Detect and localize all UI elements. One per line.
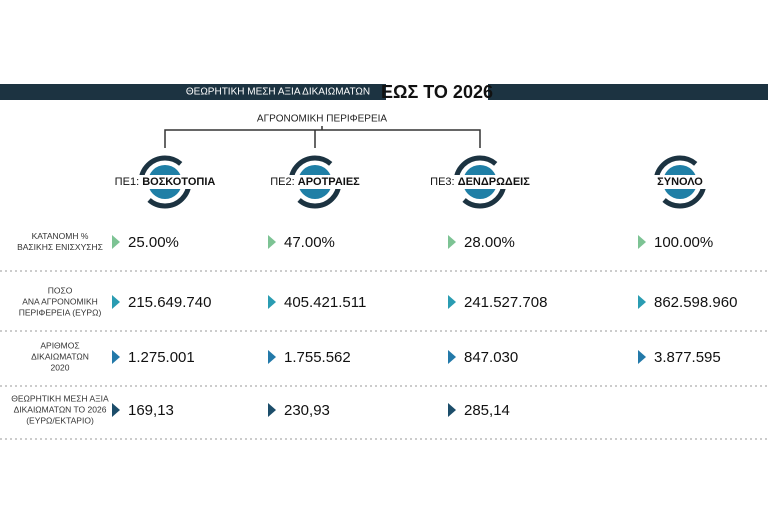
row-label: ΠΕΡΙΦΕΡΕΙΑ (ΕΥΡΩ) [19, 307, 102, 317]
column-name: ΔΕΝΔΡΩΔΕΙΣ [458, 176, 531, 188]
header-highlight: ΕΩΣ ΤΟ 2026 [381, 82, 493, 102]
group-label: ΑΓΡΟΝΟΜΙΚΗ ΠΕΡΙΦΕΡΕΙΑ [257, 114, 388, 125]
bullet-triangle [448, 235, 456, 249]
cell-value: 3.877.595 [654, 349, 721, 366]
cell-value: 847.030 [464, 349, 518, 366]
column-label: ΠΕ2: ΑΡΟΤΡΑΙΕΣ [270, 176, 360, 188]
bullet-triangle [638, 350, 646, 364]
cell-value: 25.00% [128, 234, 179, 251]
column-label: ΠΕ3: ΔΕΝΔΡΩΔΕΙΣ [430, 176, 530, 188]
row-label: ΔΙΚΑΙΩΜΑΤΩΝ [31, 351, 89, 361]
column-prefix: ΠΕ1: [115, 176, 139, 188]
row-label: ΑΝΑ ΑΓΡΟΝΟΜΙΚΗ [22, 296, 98, 306]
bullet-triangle [112, 235, 120, 249]
bullet-triangle [268, 235, 276, 249]
bullet-triangle [448, 403, 456, 417]
column-label: ΠΕ1: ΒΟΣΚΟΤΟΠΙΑ [115, 176, 216, 188]
bullet-triangle [638, 295, 646, 309]
header-bar [0, 84, 386, 100]
bullet-triangle [112, 295, 120, 309]
column-name: ΑΡΟΤΡΑΙΕΣ [298, 176, 360, 188]
cell-value: 862.598.960 [654, 294, 737, 311]
cell-value: 47.00% [284, 234, 335, 251]
column-name: ΣΥΝΟΛΟ [657, 176, 703, 188]
icon-label-bg [628, 175, 732, 189]
cell-value: 169,13 [128, 402, 174, 419]
cell-value: 1.275.001 [128, 349, 195, 366]
cell-value: 215.649.740 [128, 294, 211, 311]
row-label: ΑΡΙΘΜΟΣ [40, 340, 79, 350]
bullet-triangle [638, 235, 646, 249]
column-name: ΒΟΣΚΟΤΟΠΙΑ [142, 176, 215, 188]
bullet-triangle [268, 403, 276, 417]
icon-label-bg [113, 175, 217, 189]
row-label: 2020 [51, 362, 70, 372]
row-label: ΠΟΣΟ [48, 285, 73, 295]
header-title: ΘΕΩΡΗΤΙΚΗ ΜΕΣΗ ΑΞΙΑ ΔΙΚΑΙΩΜΑΤΩΝ [186, 87, 370, 98]
bracket [164, 126, 481, 148]
icon-label-bg [428, 175, 532, 189]
cell-value: 241.527.708 [464, 294, 547, 311]
cell-value: 405.421.511 [284, 294, 366, 311]
row-label: ΚΑΤΑΝΟΜΗ % [32, 231, 89, 241]
cell-value: 100.00% [654, 234, 713, 251]
bullet-triangle [112, 350, 120, 364]
cell-value: 285,14 [464, 402, 510, 419]
bullet-triangle [268, 350, 276, 364]
bullet-triangle [112, 403, 120, 417]
bullet-triangle [448, 350, 456, 364]
column-label: ΣΥΝΟΛΟ [657, 176, 703, 188]
column-prefix: ΠΕ3: [430, 176, 454, 188]
row-label: ΘΕΩΡΗΤΙΚΗ ΜΕΣΗ ΑΞΙΑ [11, 393, 109, 403]
column-prefix: ΠΕ2: [270, 176, 294, 188]
icon-label-bg [263, 175, 367, 189]
row-label: ΒΑΣΙΚΗΣ ΕΝΙΣΧΥΣΗΣ [17, 242, 103, 252]
row-label: (ΕΥΡΩ/ΕΚΤΑΡΙΟ) [26, 415, 94, 425]
row-label: ΔΙΚΑΙΩΜΑΤΩΝ ΤΟ 2026 [14, 404, 107, 414]
cell-value: 230,93 [284, 402, 330, 419]
cell-value: 1.755.562 [284, 349, 351, 366]
bullet-triangle [268, 295, 276, 309]
bullet-triangle [448, 295, 456, 309]
cell-value: 28.00% [464, 234, 515, 251]
header-bar [488, 84, 768, 100]
